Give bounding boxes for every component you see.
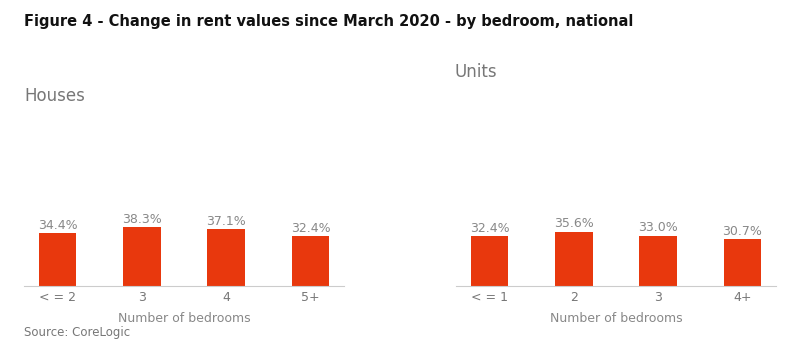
- Bar: [639, 236, 677, 286]
- Text: 38.3%: 38.3%: [122, 213, 162, 226]
- Text: Units: Units: [454, 63, 498, 81]
- Bar: [207, 229, 245, 286]
- Bar: [555, 231, 593, 286]
- Bar: [723, 239, 762, 286]
- Text: Source: CoreLogic: Source: CoreLogic: [24, 326, 130, 339]
- Bar: [38, 233, 77, 286]
- Text: Houses: Houses: [24, 87, 85, 105]
- Text: 34.4%: 34.4%: [38, 219, 78, 232]
- Bar: [123, 227, 161, 286]
- Text: 37.1%: 37.1%: [206, 215, 246, 228]
- Text: 30.7%: 30.7%: [722, 224, 762, 238]
- Text: 32.4%: 32.4%: [290, 222, 330, 235]
- Bar: [291, 236, 330, 286]
- X-axis label: Number of bedrooms: Number of bedrooms: [550, 312, 682, 325]
- Text: 35.6%: 35.6%: [554, 217, 594, 230]
- Text: 32.4%: 32.4%: [470, 222, 510, 235]
- Bar: [470, 236, 509, 286]
- X-axis label: Number of bedrooms: Number of bedrooms: [118, 312, 250, 325]
- Text: 33.0%: 33.0%: [638, 221, 678, 234]
- Text: Figure 4 - Change in rent values since March 2020 - by bedroom, national: Figure 4 - Change in rent values since M…: [24, 14, 634, 29]
